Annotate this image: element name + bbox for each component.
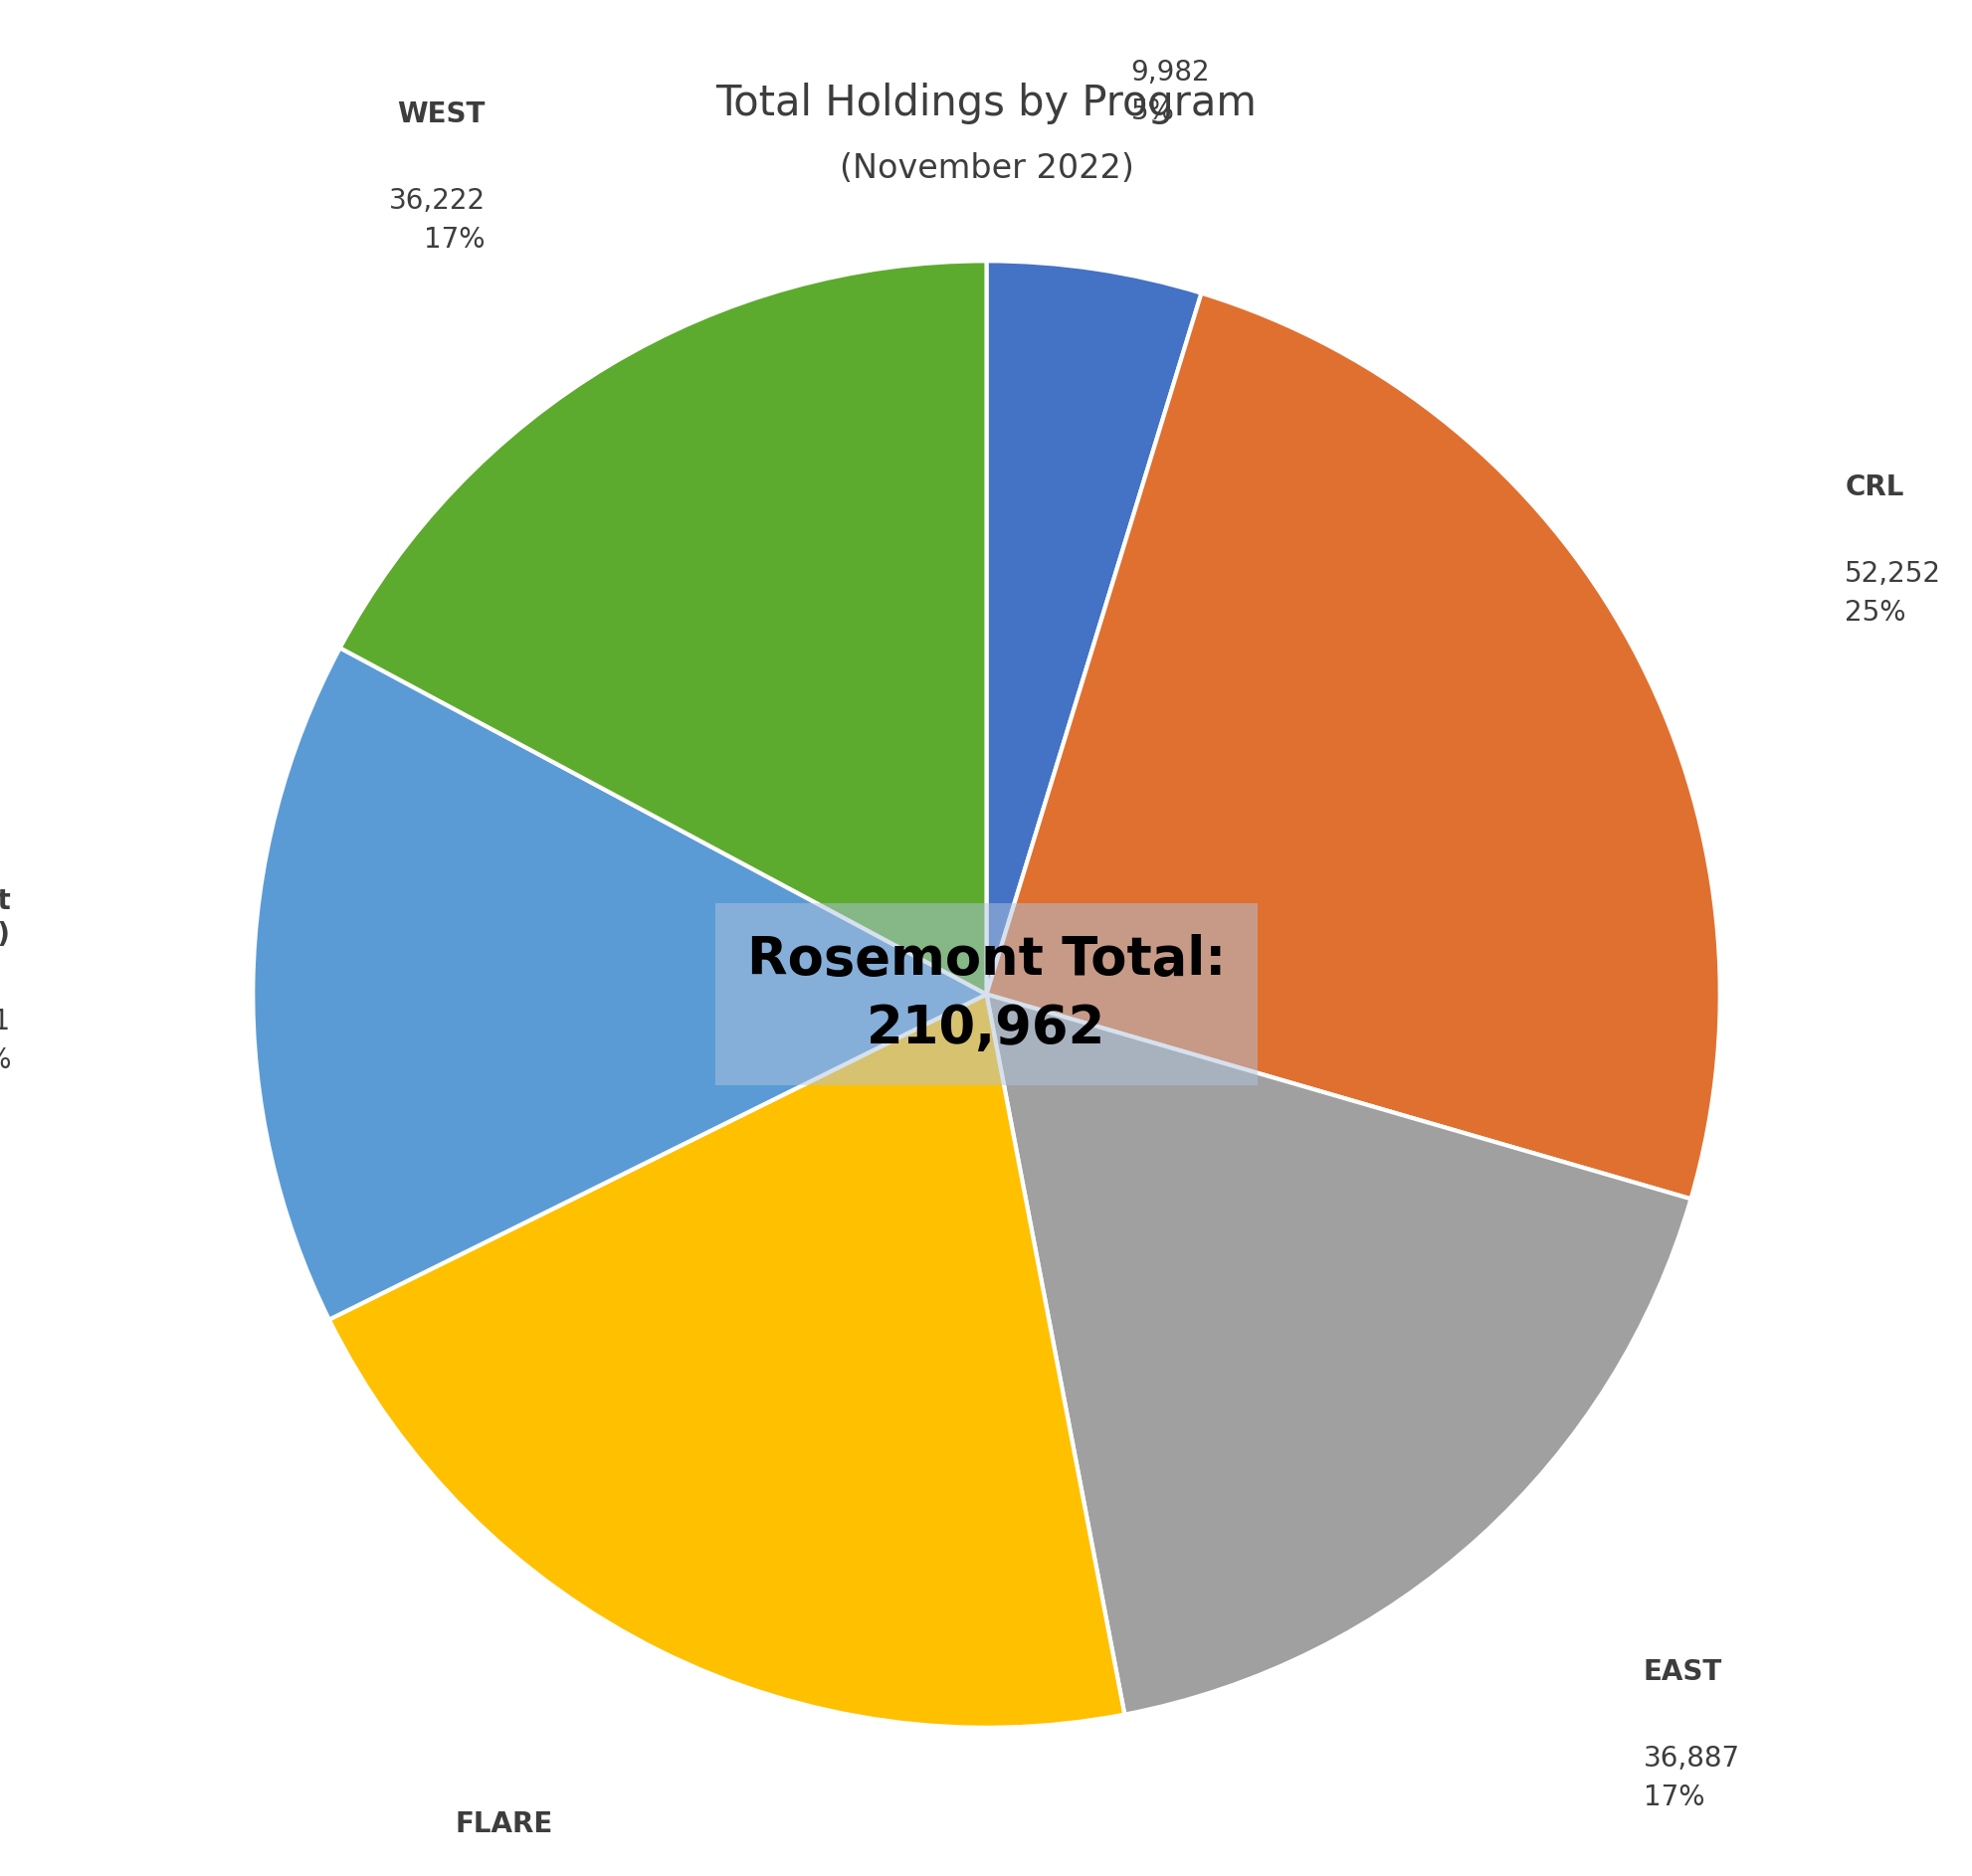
Text: CRL: CRL [1844, 473, 1903, 501]
Text: 52,252
25%: 52,252 25% [1844, 559, 1940, 627]
Text: FLARE: FLARE [456, 1810, 552, 1838]
Text: WEST: WEST [396, 99, 485, 128]
Text: (November 2022): (November 2022) [838, 152, 1134, 186]
Text: 9,982
5%: 9,982 5% [1130, 58, 1209, 126]
Text: CRL: CRL [1844, 473, 1903, 501]
Wedge shape [339, 261, 986, 994]
Text: Scholars Trust
(ASERL/WRLC): Scholars Trust (ASERL/WRLC) [0, 887, 12, 949]
Wedge shape [986, 293, 1720, 1199]
Wedge shape [986, 261, 1201, 994]
Text: 31,951
15%: 31,951 15% [0, 1007, 12, 1075]
Text: Scholars Trust
(ASERL/WRLC): Scholars Trust (ASERL/WRLC) [0, 887, 12, 949]
Text: WEST: WEST [396, 99, 485, 128]
Wedge shape [986, 994, 1690, 1715]
Wedge shape [252, 647, 986, 1319]
Text: EAST: EAST [1643, 1658, 1722, 1687]
Text: FLARE: FLARE [456, 1810, 552, 1838]
Text: Total Holdings by Program: Total Holdings by Program [716, 83, 1256, 124]
Text: 36,887
17%: 36,887 17% [1643, 1745, 1739, 1812]
Text: 36,222
17%: 36,222 17% [388, 188, 485, 253]
Text: Rosemont Total:
210,962: Rosemont Total: 210,962 [747, 934, 1225, 1054]
Wedge shape [329, 994, 1124, 1728]
Text: EAST: EAST [1643, 1658, 1722, 1687]
